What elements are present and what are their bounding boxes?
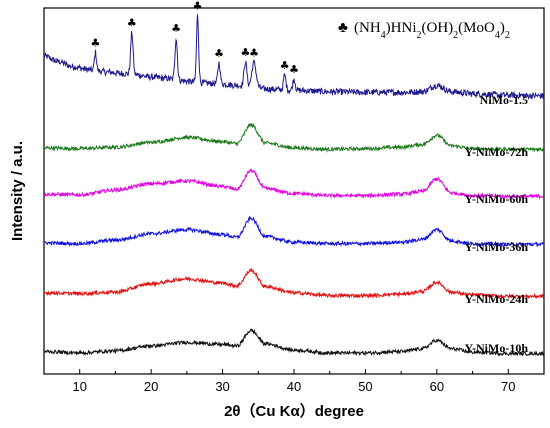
x-axis-title: 2θ（Cu Kα）degree — [224, 402, 364, 420]
series-line-y-nimo-36h — [43, 215, 545, 248]
peak-markers-layer: ♣♣ ♣♣♣ ♣♣♣ ♣ — [90, 0, 298, 76]
x-tick-label: 10 — [72, 379, 86, 394]
peak-marker-icon: ♣ — [214, 47, 224, 60]
peak-marker-icon: ♣ — [90, 37, 100, 50]
series-label: Y-NiMo-24h — [464, 292, 528, 306]
series-line-y-nimo-72h — [43, 122, 545, 153]
series-label: Y-NiMo-36h — [464, 240, 528, 254]
peak-marker-icon: ♣ — [193, 0, 203, 13]
series-line-y-nimo-60h — [43, 168, 545, 200]
series-labels-layer: NiMo-1.5 Y-NiMo-72h Y-NiMo-60h Y-NiMo-36h Y-… — [464, 93, 528, 355]
series-label: NiMo-1.5 — [480, 93, 528, 107]
peak-marker-icon: ♣ — [249, 47, 259, 60]
series-label: Y-NiMo-60h — [464, 192, 528, 206]
legend-label: (NH4)HNi2(OH)2(MoO4)2 — [354, 20, 510, 41]
y-axis-title: Intensity / a.u. — [9, 141, 26, 241]
x-tick-label: 20 — [144, 379, 158, 394]
peak-marker-icon: ♣ — [240, 46, 250, 59]
series-line-y-nimo-10h — [43, 328, 545, 357]
series-layer — [43, 14, 545, 357]
x-tick-label: 50 — [358, 379, 372, 394]
legend: ♣ (NH4)HNi2(OH)2(MoO4)2 — [338, 20, 510, 41]
peak-marker-icon: ♣ — [171, 22, 181, 35]
peak-marker-icon: ♣ — [127, 17, 137, 30]
peak-marker-icon: ♣ — [289, 63, 299, 76]
peak-marker-icon: ♣ — [280, 59, 290, 72]
x-tick-label: 30 — [215, 379, 229, 394]
series-label: Y-NiMo-72h — [464, 145, 528, 159]
x-tick-label: 60 — [430, 379, 444, 394]
legend-symbol-icon: ♣ — [338, 20, 348, 36]
series-line-y-nimo-24h — [43, 267, 545, 300]
x-tick-label: 40 — [287, 379, 301, 394]
series-label: Y-NiMo-10h — [464, 341, 528, 355]
x-tick-label: 70 — [501, 379, 515, 394]
series-line-nimo-1.5 — [43, 14, 545, 100]
x-axis-ticks: 10 20 30 40 50 60 70 — [43, 369, 545, 394]
